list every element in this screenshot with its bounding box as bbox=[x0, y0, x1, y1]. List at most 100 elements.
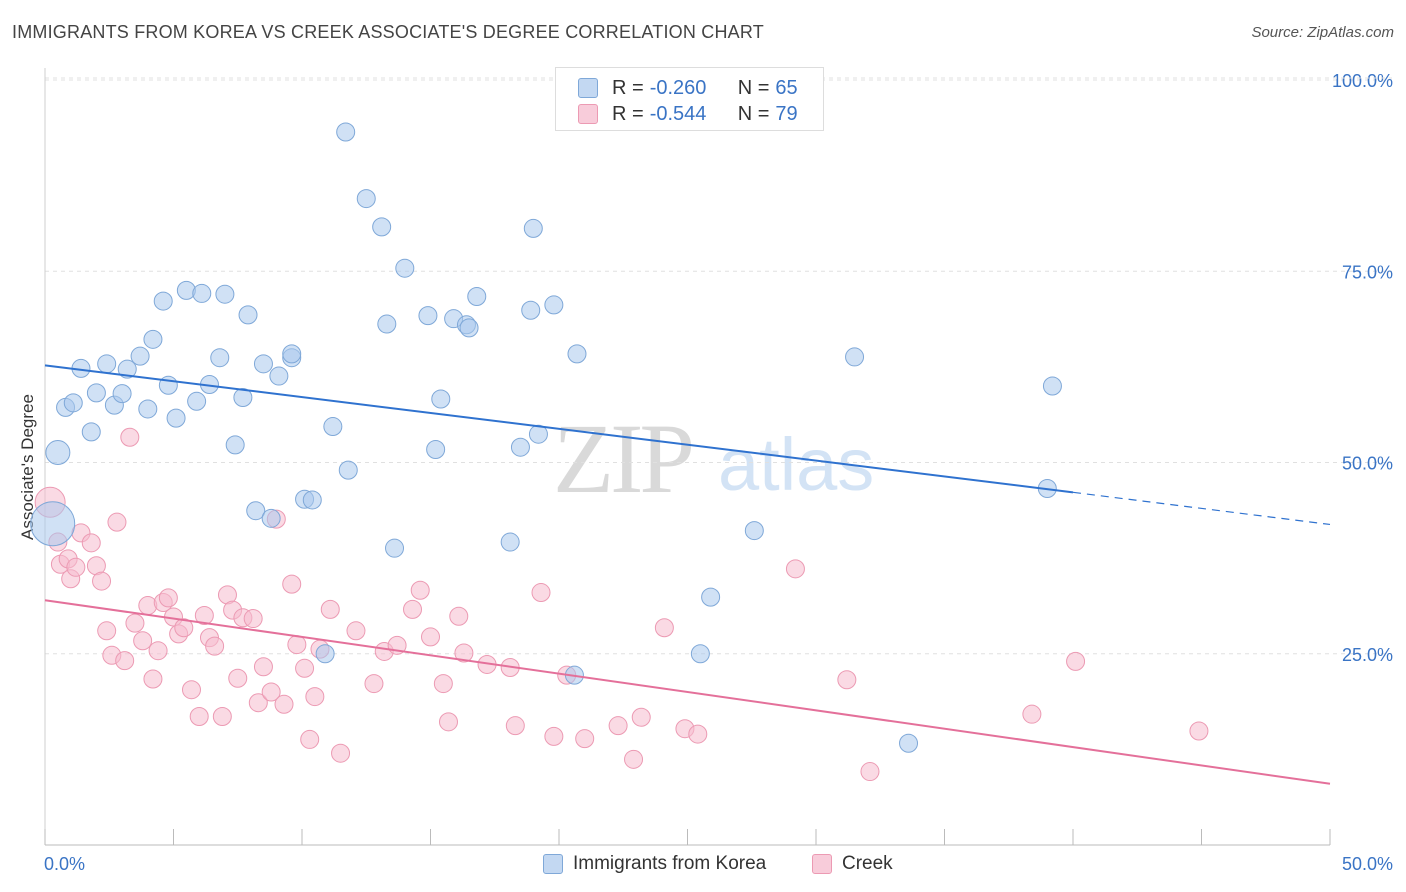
korea-point bbox=[377, 314, 397, 334]
korea-point bbox=[45, 440, 71, 466]
korea-point bbox=[544, 295, 564, 315]
korea-point bbox=[210, 348, 230, 368]
korea-point bbox=[86, 383, 106, 403]
creek-point bbox=[433, 674, 453, 694]
korea-point bbox=[261, 508, 281, 528]
creek-point bbox=[133, 631, 153, 651]
creek-point bbox=[66, 557, 86, 577]
creek-legend-icon bbox=[812, 854, 832, 874]
creek-legend-label: Creek bbox=[842, 853, 893, 874]
korea-point bbox=[467, 286, 487, 306]
creek-point bbox=[228, 668, 248, 688]
creek-point bbox=[1022, 704, 1042, 724]
creek-point bbox=[248, 693, 268, 713]
korea-point bbox=[215, 284, 235, 304]
creek-point bbox=[261, 682, 281, 702]
creek-point bbox=[282, 574, 302, 594]
creek-point bbox=[174, 618, 194, 638]
korea-point bbox=[372, 217, 392, 237]
correlation-legend: R = -0.260 N = 65 R = -0.544 N = 79 bbox=[555, 67, 824, 131]
korea-point bbox=[1042, 376, 1062, 396]
korea-point bbox=[138, 399, 158, 419]
korea-point bbox=[500, 532, 520, 552]
legend-row-creek: R = -0.544 N = 79 bbox=[578, 102, 798, 126]
legend-r-label: R = bbox=[612, 76, 644, 99]
korea-point bbox=[845, 347, 865, 367]
creek-point bbox=[300, 729, 320, 749]
creek-point bbox=[189, 706, 209, 726]
korea-point bbox=[302, 490, 322, 510]
creek-point bbox=[295, 658, 315, 678]
bottom-legend-korea: Immigrants from Korea bbox=[543, 851, 766, 877]
creek-point bbox=[138, 596, 158, 616]
creek-point bbox=[631, 707, 651, 727]
chart-title: IMMIGRANTS FROM KOREA VS CREEK ASSOCIATE… bbox=[12, 22, 764, 42]
creek-point bbox=[454, 643, 474, 663]
korea-point bbox=[225, 435, 245, 455]
creek-point bbox=[608, 716, 628, 736]
korea-point bbox=[395, 258, 415, 278]
korea-legend-icon bbox=[543, 854, 563, 874]
creek-point bbox=[194, 606, 214, 625]
y-tick-label: 100.0% bbox=[1332, 71, 1393, 91]
korea-point bbox=[528, 424, 548, 444]
korea-swatch-icon bbox=[578, 78, 598, 98]
korea-point bbox=[701, 587, 721, 607]
korea-point bbox=[690, 644, 710, 664]
creek-point bbox=[97, 621, 117, 641]
korea-point bbox=[269, 366, 289, 386]
creek-point bbox=[125, 613, 145, 633]
korea-point bbox=[233, 387, 253, 407]
korea-point bbox=[81, 422, 101, 442]
creek-point bbox=[253, 657, 273, 677]
creek-point bbox=[331, 743, 351, 763]
korea-point bbox=[30, 501, 76, 547]
creek-point bbox=[531, 583, 551, 603]
korea-point bbox=[253, 354, 273, 374]
legend-r-value: -0.260 bbox=[649, 76, 707, 99]
x-tick-label: 0.0% bbox=[44, 854, 85, 874]
korea-point bbox=[246, 501, 266, 521]
korea-point bbox=[523, 218, 543, 238]
creek-point bbox=[1189, 721, 1209, 741]
korea-point bbox=[426, 439, 446, 459]
creek-point bbox=[449, 606, 469, 626]
creek-point bbox=[544, 726, 564, 746]
korea-point bbox=[130, 346, 150, 366]
korea-point bbox=[510, 437, 530, 457]
creek-point bbox=[1066, 651, 1086, 671]
korea-point bbox=[143, 329, 163, 349]
korea-point bbox=[166, 408, 186, 428]
korea-point bbox=[192, 283, 212, 303]
creek-point bbox=[403, 599, 423, 619]
creek-point bbox=[837, 670, 857, 690]
creek-point bbox=[654, 618, 674, 638]
korea-point bbox=[315, 644, 335, 664]
creek-point bbox=[115, 651, 135, 671]
source-credit: Source: ZipAtlas.com bbox=[1251, 24, 1394, 41]
creek-point bbox=[181, 680, 201, 700]
korea-point bbox=[63, 393, 83, 413]
korea-trendline bbox=[44, 364, 1074, 494]
y-tick-label: 50.0% bbox=[1342, 454, 1393, 474]
korea-point bbox=[323, 417, 343, 437]
creek-point bbox=[624, 749, 644, 769]
creek-point bbox=[305, 687, 325, 707]
creek-point bbox=[438, 712, 458, 732]
creek-point bbox=[81, 533, 101, 553]
creek-point bbox=[575, 729, 595, 749]
korea-point bbox=[153, 291, 173, 311]
korea-point bbox=[459, 318, 479, 338]
creek-swatch-icon bbox=[578, 104, 598, 124]
korea-point bbox=[282, 344, 302, 364]
legend-n-label: N = bbox=[737, 102, 770, 125]
korea-point bbox=[238, 305, 258, 325]
bottom-legend-creek: Creek bbox=[812, 851, 893, 877]
legend-r-label: R = bbox=[612, 102, 644, 125]
creek-point bbox=[92, 571, 112, 591]
creek-point bbox=[287, 635, 307, 655]
korea-point bbox=[338, 460, 358, 480]
korea-point bbox=[356, 189, 376, 209]
creek-point bbox=[346, 621, 366, 641]
